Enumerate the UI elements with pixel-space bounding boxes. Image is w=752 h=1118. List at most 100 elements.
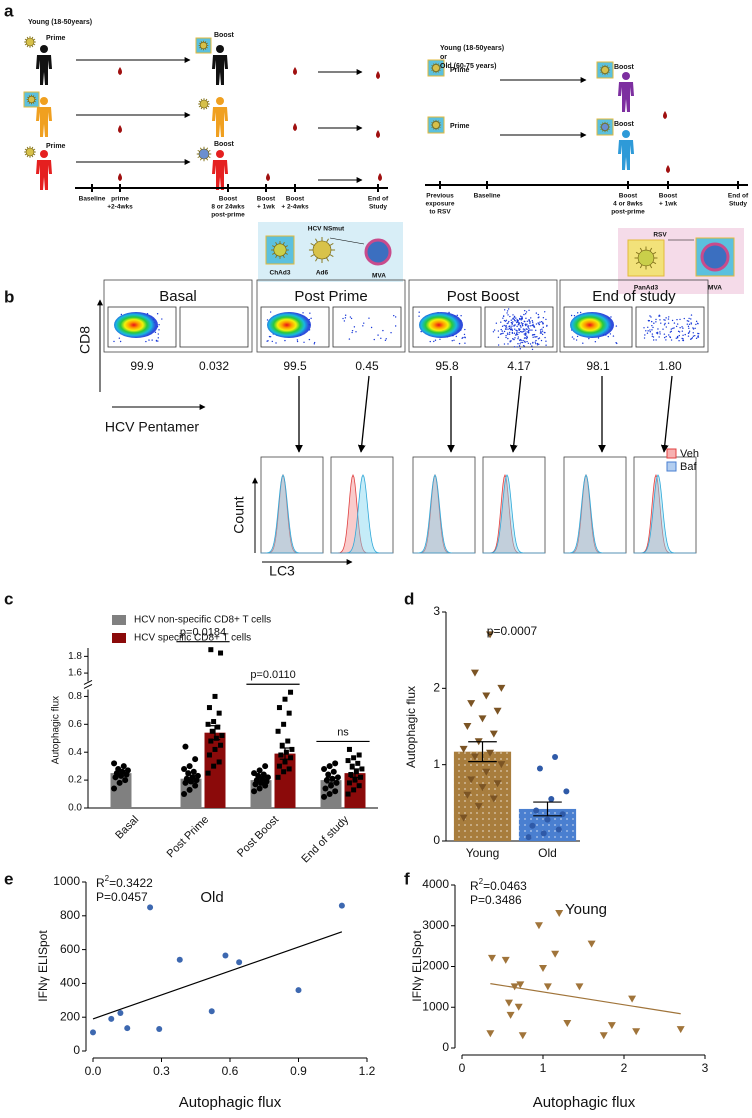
flow-event <box>694 327 696 330</box>
flow-event <box>497 336 500 338</box>
data-point <box>236 959 243 966</box>
data-point <box>332 788 339 795</box>
flow-event <box>148 339 150 341</box>
flow-event <box>505 324 507 327</box>
flow-event <box>646 332 649 334</box>
flow-event <box>508 327 511 330</box>
flow-event <box>157 340 159 342</box>
statistic: 2 <box>105 874 110 883</box>
data-point <box>356 752 362 758</box>
axis-label: Autophagic flux <box>404 686 418 768</box>
data-point <box>478 784 487 792</box>
flow-event <box>697 336 700 338</box>
data-point <box>295 987 302 994</box>
flow-event <box>510 321 513 324</box>
data-point <box>251 770 258 777</box>
flow-event <box>528 320 531 322</box>
flow-plot <box>179 306 249 348</box>
flow-event <box>524 330 526 332</box>
data-point <box>279 742 285 748</box>
flow-event <box>539 329 542 331</box>
y-tick-label: 2 <box>433 681 440 695</box>
flow-event <box>682 339 685 342</box>
flow-event <box>686 320 689 322</box>
flow-event <box>351 329 354 332</box>
blood-drop <box>376 71 380 79</box>
label: Boost <box>659 193 678 200</box>
flow-group <box>103 279 253 353</box>
data-point <box>208 1008 215 1015</box>
flow-event <box>649 331 651 333</box>
flow-event <box>512 318 514 320</box>
statistic: R2=0.0463 <box>470 877 527 893</box>
flow-event <box>579 311 582 314</box>
label: Boost <box>214 141 235 148</box>
flow-event <box>665 335 667 338</box>
flow-event <box>571 336 574 338</box>
flow-event <box>516 330 518 332</box>
flow-event <box>370 326 373 329</box>
flow-event <box>649 329 651 331</box>
flow-event <box>512 338 514 340</box>
flow-event <box>665 317 667 319</box>
flow-event <box>158 329 160 331</box>
flow-event <box>529 329 531 331</box>
flow-event <box>429 340 431 343</box>
flow-event <box>696 322 699 324</box>
statistic: R2=0.3422 <box>96 874 153 890</box>
x-tick-label: 1 <box>540 1061 547 1075</box>
flow-event <box>688 317 690 320</box>
legend-swatch <box>666 448 677 459</box>
flow-event <box>433 340 435 343</box>
flow-event <box>500 328 502 331</box>
person-icon <box>212 107 228 137</box>
vaccine-icon <box>272 252 275 255</box>
flow-event <box>533 325 535 328</box>
label: ChAd3 <box>270 270 291 277</box>
flow-event <box>309 312 311 314</box>
flow-event <box>519 328 521 330</box>
flow-event <box>514 319 516 322</box>
y-tick-label: 1000 <box>53 874 80 888</box>
label: Prime <box>46 35 66 42</box>
flow-event <box>157 337 159 339</box>
flow-event <box>594 340 597 343</box>
flow-event <box>528 318 530 321</box>
flow-event <box>520 341 522 344</box>
label: Boost <box>286 196 305 203</box>
flow-event <box>647 319 650 322</box>
flow-event <box>509 328 512 331</box>
flow-event <box>690 314 693 316</box>
data-point <box>256 767 263 774</box>
flow-event <box>155 340 158 342</box>
flow-event <box>609 333 612 335</box>
data-point <box>529 822 536 829</box>
flow-title: End of study <box>592 288 676 305</box>
flow-event <box>524 337 526 339</box>
flow-event <box>539 332 542 334</box>
flow-event <box>519 343 521 345</box>
significance: ns <box>337 726 349 738</box>
flow-event <box>516 331 518 333</box>
data-point <box>283 749 289 755</box>
y-tick-label: 1000 <box>422 999 449 1013</box>
blood-drop <box>118 67 122 75</box>
flow-event <box>533 333 536 336</box>
flow-event <box>464 342 466 344</box>
flow-event <box>541 330 544 332</box>
y-tick-label: 3000 <box>422 918 449 932</box>
label: Boost <box>219 196 238 203</box>
flow-event <box>511 325 513 327</box>
flow-event <box>154 331 157 334</box>
vaccine-icon <box>312 240 332 260</box>
flow-event <box>310 317 312 320</box>
histogram-box <box>260 456 324 554</box>
x-tick-label: 0.9 <box>290 1064 307 1078</box>
data-point <box>607 1022 616 1030</box>
vaccine-icon <box>639 264 643 269</box>
legend-label: HCV specific CD8+ T cells <box>134 633 251 644</box>
data-point <box>358 774 364 780</box>
flow-event <box>418 315 420 317</box>
flow-event <box>694 334 696 337</box>
flow-event <box>536 342 539 345</box>
